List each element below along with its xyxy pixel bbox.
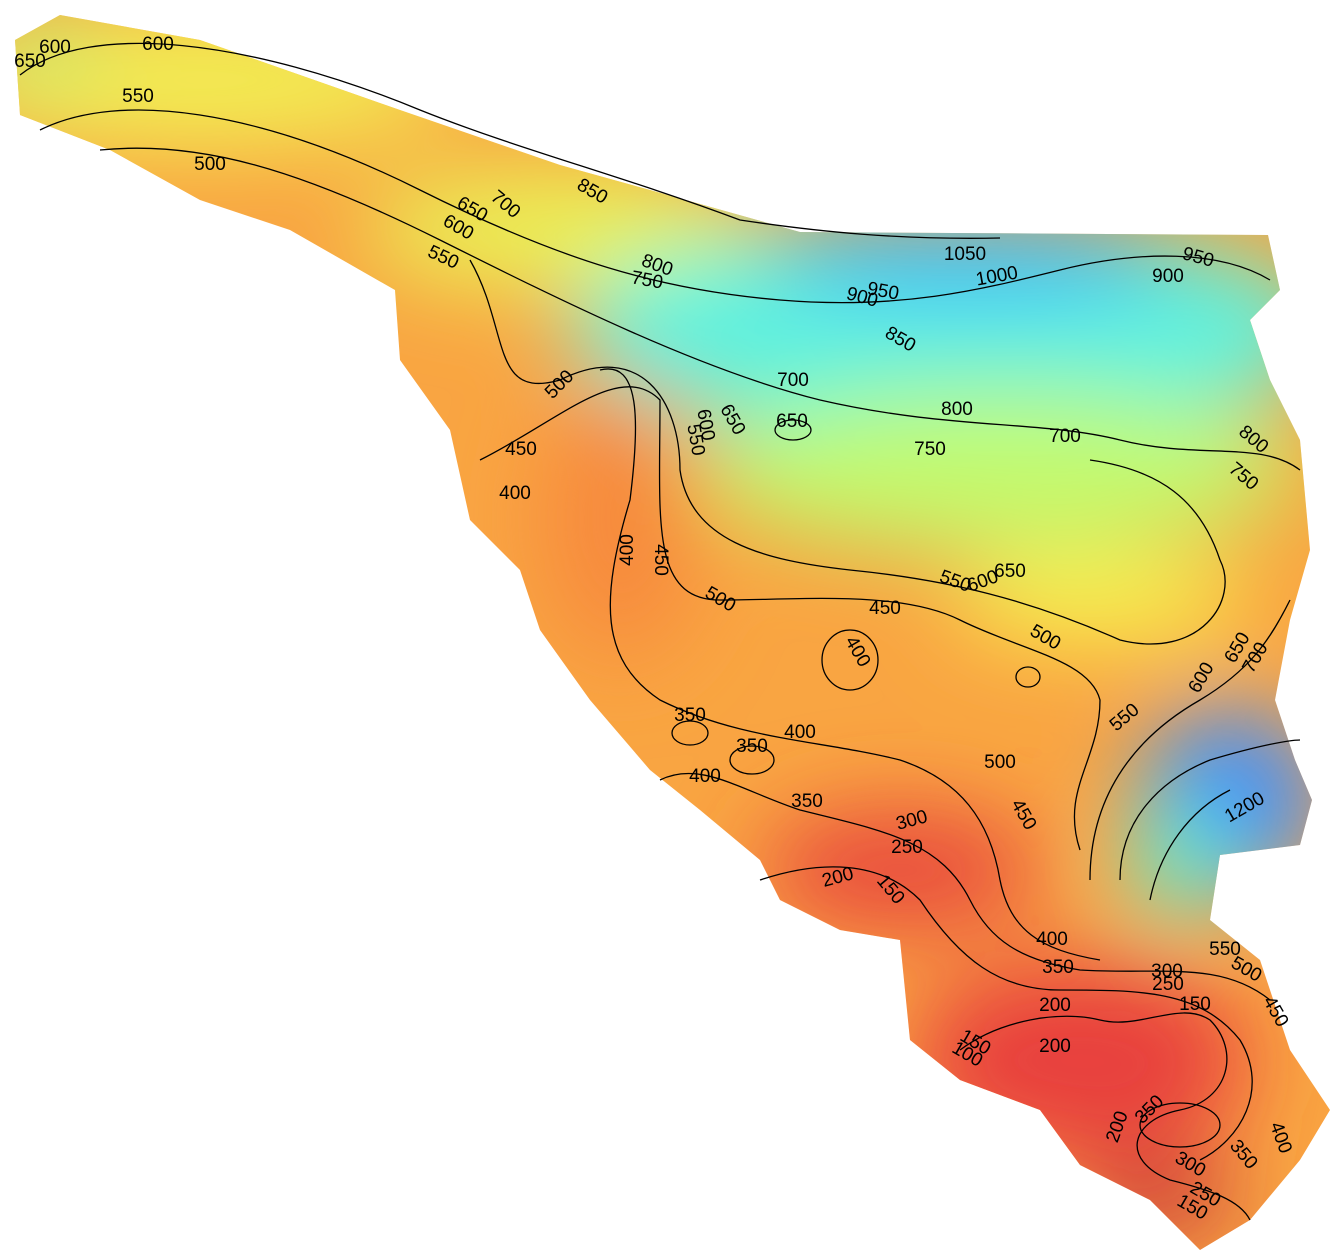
contour-label: 750 bbox=[914, 439, 946, 460]
contour-line bbox=[1119, 739, 1301, 881]
contour-label: 700 bbox=[1049, 426, 1081, 447]
contour-label: 500 bbox=[194, 154, 226, 175]
contour-line bbox=[729, 745, 775, 775]
contour-line bbox=[659, 772, 1271, 1001]
contour-label: 450 bbox=[650, 544, 671, 576]
contour-label: 700 bbox=[777, 370, 809, 391]
contour-label: 400 bbox=[617, 534, 638, 566]
contour-line bbox=[469, 259, 1226, 645]
contour-label: 350 bbox=[791, 791, 823, 812]
contour-line bbox=[39, 109, 1271, 304]
contour-label: 500 bbox=[984, 752, 1016, 773]
contour-label: 350 bbox=[1042, 957, 1074, 978]
contour-label: 150 bbox=[1179, 994, 1211, 1015]
contour-label: 250 bbox=[891, 837, 923, 858]
contour-line bbox=[99, 147, 1301, 471]
contour-line bbox=[1089, 599, 1291, 881]
contour-label: 600 bbox=[39, 37, 71, 58]
contour-label: 650 bbox=[994, 561, 1026, 582]
contour-label: 400 bbox=[499, 483, 531, 504]
contour-label: 400 bbox=[689, 766, 721, 787]
contour-label: 1050 bbox=[944, 244, 986, 265]
contour-label: 650 bbox=[14, 51, 46, 72]
contour-label: 350 bbox=[674, 705, 706, 726]
contour-label: 650 bbox=[776, 411, 808, 432]
contour-label: 300 bbox=[1151, 961, 1183, 982]
contour-label: 400 bbox=[1036, 929, 1068, 950]
contour-line bbox=[479, 386, 1101, 851]
contour-line bbox=[1149, 789, 1231, 901]
contour-line bbox=[959, 1012, 1251, 1221]
contour-label: 550 bbox=[1209, 939, 1241, 960]
contour-line bbox=[1139, 1102, 1221, 1148]
contour-line bbox=[774, 419, 812, 441]
contour-label: 400 bbox=[784, 722, 816, 743]
contour-label: 550 bbox=[122, 86, 154, 107]
contour-line bbox=[671, 720, 709, 746]
contour-label: 350 bbox=[736, 736, 768, 757]
contour-label: 900 bbox=[1152, 266, 1184, 287]
contour-line bbox=[19, 42, 1001, 239]
contour-line bbox=[821, 629, 879, 691]
contour-label: 200 bbox=[1039, 1036, 1071, 1057]
contour-label: 600 bbox=[142, 34, 174, 55]
contour-label: 250 bbox=[1152, 974, 1184, 995]
contour-label: 450 bbox=[869, 598, 901, 619]
contour-line bbox=[759, 866, 1253, 1161]
contour-line bbox=[599, 368, 1101, 961]
contour-label: 800 bbox=[941, 399, 973, 420]
contour-line bbox=[1015, 666, 1041, 688]
contour-lines bbox=[19, 42, 1301, 1221]
contour-label: 450 bbox=[505, 439, 537, 460]
contour-label: 200 bbox=[1039, 995, 1071, 1016]
